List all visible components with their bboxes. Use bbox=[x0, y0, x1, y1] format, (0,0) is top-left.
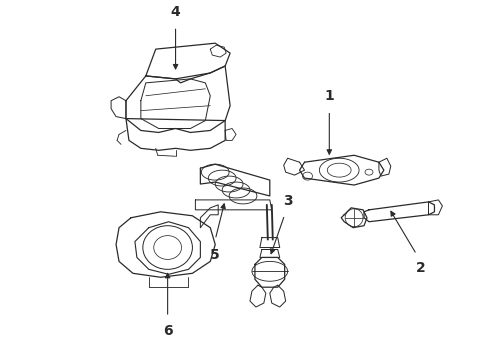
Text: 2: 2 bbox=[416, 261, 425, 275]
Text: 1: 1 bbox=[324, 89, 334, 103]
Text: 6: 6 bbox=[163, 324, 172, 338]
Text: 4: 4 bbox=[171, 5, 180, 19]
Text: 5: 5 bbox=[210, 248, 220, 261]
Text: 3: 3 bbox=[283, 194, 293, 208]
